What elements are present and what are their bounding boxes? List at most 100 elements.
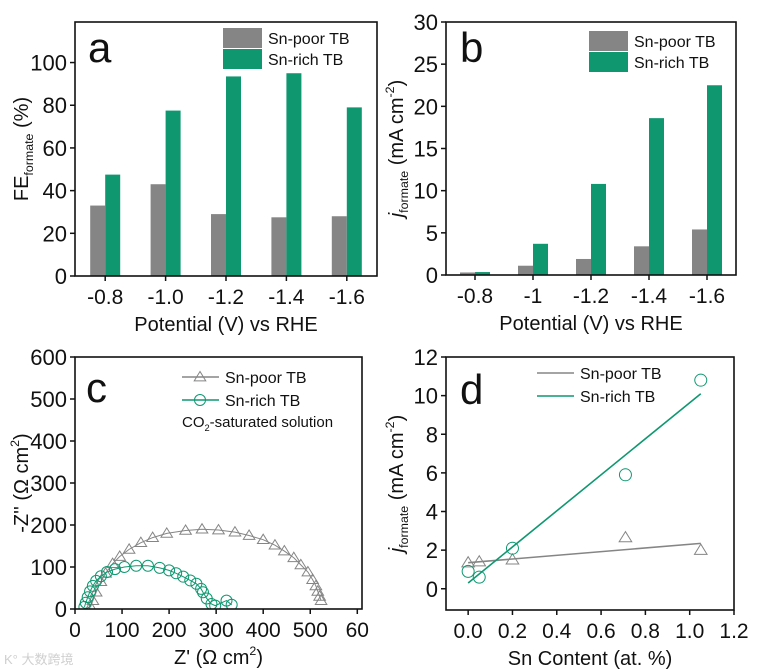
x-tick-label: -1.0 [148,286,184,309]
bar-sn-rich-0 [105,174,121,276]
point-sn-poor-10 [160,526,174,538]
panel-letter: b [460,24,483,71]
y-tick-label: 10 [414,179,438,204]
point-sn-rich-19 [196,586,209,599]
y-axis-label-part: ) [11,433,33,440]
x-tick-label: -0.8 [457,285,493,308]
x-tick-label: 0.2 [498,620,527,643]
y-tick-label: 600 [30,345,67,370]
point-sn-rich-18 [195,582,208,595]
fit-line-sn-rich [467,393,702,584]
y-tick-label: 300 [30,471,67,496]
point-sn-rich-2 [81,591,94,604]
bar-sn-rich-2 [226,76,241,276]
bar-sn-rich-0 [475,272,490,275]
point-sn-rich-0 [461,564,475,578]
point-sn-poor-5 [105,557,120,568]
y-tick-label: 100 [30,555,67,580]
x-tick-label: -1.4 [631,285,668,308]
bar-sn-rich-4 [346,107,362,277]
x-tick-label: 0 [69,619,81,642]
x-tick-label: 200 [152,619,187,642]
point-sn-poor-7 [122,542,136,554]
y-tick-label: 0 [55,597,67,622]
y-axis-label-part: j [386,547,408,555]
point-sn-poor-1 [472,554,487,567]
point-sn-poor-24 [311,584,325,596]
legend-label-0: Sn-poor TB [580,366,662,383]
legend-label-0: Sn-poor TB [225,370,307,387]
y-axis-label: FEformate (%) [11,97,36,201]
fit-line-sn-poor [468,542,701,564]
bar-sn-poor-3 [271,217,287,276]
point-sn-rich-2 [505,541,519,555]
bar-sn-poor-2 [211,214,226,276]
panel-letter: d [460,366,483,413]
x-tick-label: 1.2 [719,620,748,643]
series-line-sn-poor [90,528,322,608]
y-tick-label: 400 [30,429,67,454]
y-axis-label-part: 2 [8,440,22,447]
x-tick-label: -0.8 [87,286,123,309]
point-sn-rich-4 [694,373,708,387]
point-sn-rich-15 [177,570,190,583]
x-tick-label: 0.8 [631,620,660,643]
y-tick-label: 0 [426,263,438,288]
y-axis-label-part: formate [22,133,36,175]
point-sn-rich-14 [170,567,183,580]
legend-label-1: Sn-rich TB [268,52,343,69]
point-sn-poor-20 [294,558,308,570]
x-axis-label: Potential (V) vs RHE [134,314,317,336]
x-axis-label-part: Z' (Ω cm [174,647,249,669]
point-sn-poor-0 [85,600,96,609]
y-axis-label-part: -2 [383,421,397,432]
point-sn-rich-8 [108,563,121,576]
x-tick-label: 300 [199,619,234,642]
y-tick-label: 2 [426,538,438,563]
legend-swatch-1 [589,52,628,72]
point-sn-rich-3 [84,585,97,598]
y-tick-label: 40 [43,179,67,204]
y-axis-label-part: -2 [383,86,397,97]
bar-sn-rich-1 [533,243,548,275]
plot-frame [445,356,735,611]
y-tick-label: 8 [426,422,438,447]
point-sn-poor-14 [228,525,242,537]
x-tick-label: -1 [524,285,543,308]
legend-swatch-1 [223,49,262,69]
y-axis-label-part: ) [386,415,408,422]
point-sn-rich-13 [163,564,176,577]
point-sn-rich-16 [184,574,197,587]
point-sn-rich-1 [472,570,486,584]
point-sn-poor-0 [460,555,476,568]
point-sn-poor-22 [305,573,320,584]
y-axis-label: jformate (mA cm-2) [383,80,411,221]
point-sn-rich-5 [90,574,103,587]
point-sn-rich-10 [130,559,143,572]
point-sn-poor-16 [256,533,270,545]
annotation-part: -saturated solution [210,414,333,431]
x-tick-label: 0.0 [454,620,483,643]
watermark-logo: K° 大数跨境 [4,652,73,667]
y-tick-label: 60 [43,136,67,161]
bar-sn-poor-4 [331,216,347,276]
point-sn-poor-9 [145,531,160,542]
legend-swatch-0 [223,28,262,48]
point-sn-rich-7 [100,566,113,579]
bar-sn-rich-4 [707,85,722,275]
y-axis-label: -Z'' (Ω cm2) [8,433,33,532]
bar-sn-rich-1 [165,110,181,276]
plot-area [78,522,328,609]
plot-frame [445,21,737,276]
y-tick-label: 80 [43,93,67,118]
plot-frame [74,21,378,277]
bar-sn-poor-3 [634,246,649,275]
y-tick-label: 500 [30,387,67,412]
x-tick-label: 500 [293,619,328,642]
plot-frame [74,356,363,610]
point-sn-rich-11 [141,559,154,572]
x-tick-label: 100 [105,619,140,642]
x-tick-label: -1.4 [268,286,305,309]
bar-sn-poor-1 [150,184,166,276]
point-sn-poor-15 [242,529,256,540]
